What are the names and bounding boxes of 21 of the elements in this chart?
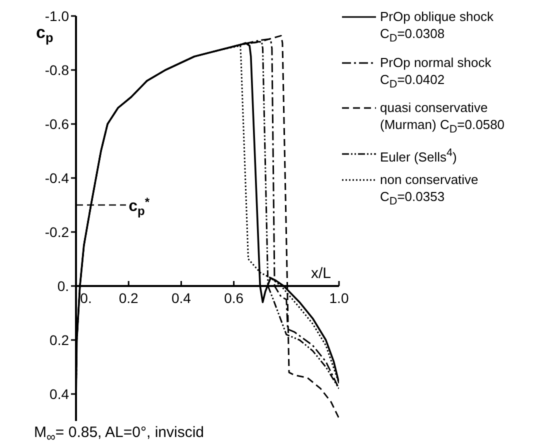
y-tick-label: 0.4: [50, 386, 70, 402]
x-tick-label: 0.: [80, 290, 92, 306]
legend-label: quasi conservative (Murman) C$_{D}$=0.0580: [380, 99, 506, 138]
y-axis-title: c$_{p}$: [36, 23, 54, 45]
y-tick-label: -0.2: [44, 224, 70, 240]
legend-label: PrOp oblique shock C$_{D}$=0.0308: [380, 8, 494, 47]
x-axis-title: x/L: [310, 265, 332, 282]
legend-label: Euler (Sells$^{4}$): [380, 146, 458, 166]
x-tick-label: 0.4: [171, 290, 192, 306]
y-tick-label: -0.4: [44, 170, 70, 186]
y-tick-label: -0.8: [44, 62, 70, 78]
legend-label: non conservative C$_{D}$=0.0353: [380, 171, 480, 210]
text: M$_{∞}$= 0.85, AL=0°, inviscid: [34, 424, 204, 443]
y-tick-label: 0.2: [50, 332, 70, 348]
legend-label: PrOp normal shock C$_{D}$=0.0402: [380, 54, 492, 92]
x-tick-label: 1.0: [329, 290, 349, 306]
x-tick-label: 0.6: [224, 290, 244, 306]
x-tick-label: 0.2: [118, 290, 139, 306]
y-tick-label: -0.6: [44, 116, 70, 132]
y-tick-label: -1.0: [44, 8, 70, 24]
y-tick-label: 0.: [57, 278, 69, 294]
